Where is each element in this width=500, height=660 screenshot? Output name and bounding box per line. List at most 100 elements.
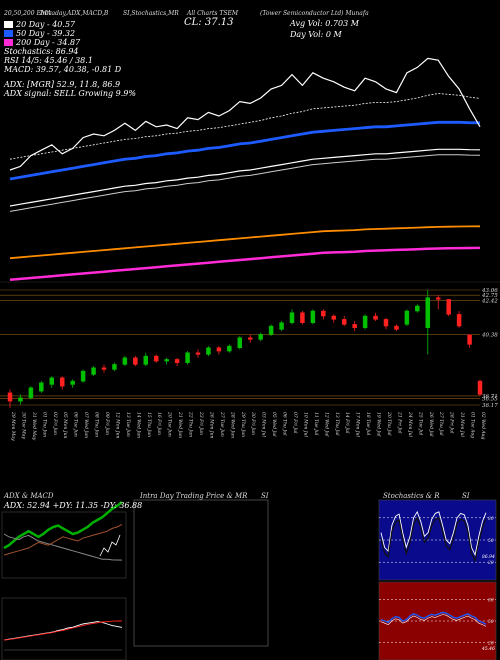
adx-text: ADX: [MGR] 52.9, 11.8, 86.9 [4, 80, 121, 89]
candle-body [59, 377, 65, 387]
intraday-panel-title: Intra Day Trading Price & MR [140, 492, 248, 500]
candle-body [143, 355, 149, 365]
date-label: 08 Thu Jun [94, 412, 100, 437]
date-label: 10 Mon Jul [302, 412, 308, 438]
ema-info-block: 20 Day - 40.57 50 Day - 39.32 200 Day - … [4, 20, 136, 98]
candle-body [383, 319, 389, 327]
candle-body [247, 337, 253, 340]
rsi-last-value: 45.46 [481, 646, 495, 652]
date-label: 29 Thu Jun [240, 411, 246, 437]
price-level-label: 36.55 [482, 397, 498, 403]
adx-series-line [3, 500, 123, 550]
ema200-line [9, 225, 481, 260]
ema200-legend: 200 Day - 34.87 [4, 38, 136, 47]
day-volume: Day Vol: 0 M [290, 30, 342, 39]
candle-body [415, 305, 420, 312]
date-label: 11 Tue Jul [313, 412, 319, 436]
date-label: 07 Fri Jul [292, 412, 298, 434]
date-label: 09 Fri Jun [104, 412, 110, 435]
candle-body [227, 345, 232, 352]
candle-body [7, 392, 13, 402]
date-label: 20 Thu Jul [386, 411, 392, 436]
date-label: 26 Wed Jul [428, 411, 434, 437]
stoch-k-line [380, 510, 487, 557]
candle-body [362, 315, 368, 328]
price-line [9, 57, 481, 171]
rsi-tick-label: 20 [487, 641, 494, 647]
candle-body [435, 297, 441, 300]
rsi-tick-label: 50 [488, 619, 494, 625]
date-label: 02 Wed Aug [480, 412, 486, 440]
stoch-tick-label: 80 [488, 516, 494, 522]
intraday-si-label: SI [261, 492, 269, 500]
candle-body [195, 352, 201, 355]
date-label: 19 Wed Jul [376, 412, 382, 437]
date-label: 27 Tue Jun [219, 411, 225, 437]
date-label: 05 Mon Jun [62, 412, 68, 439]
intraday-panel [133, 499, 269, 647]
date-label: 14 Fri Jul [344, 412, 350, 434]
candle-body [18, 397, 23, 402]
candle-body [49, 377, 55, 385]
candle-body [237, 337, 243, 349]
header-links[interactable]: Intraday,ADX,MACD,B [40, 10, 109, 17]
rsi-text: RSI 14/5: 45.46 / 38.1 [4, 56, 93, 65]
candle-body [91, 367, 96, 375]
adx-values: ADX: 52.94 +DY: 11.35 -DY: 36.88 [4, 501, 143, 510]
candle-body [352, 324, 357, 328]
stoch-si-label: SI [462, 492, 470, 500]
candle-body [373, 315, 378, 320]
date-label: 06 Tue Jun [73, 412, 79, 437]
price-level-label: 42.42 [481, 299, 498, 305]
date-label: 28 Wed Jun [229, 411, 235, 438]
candle-body [28, 387, 34, 399]
date-label: 13 Tue Jun [125, 412, 131, 437]
ema50-band-upper [9, 148, 481, 207]
date-label: 05 Wed Jul [271, 412, 277, 437]
candle-body [80, 370, 86, 382]
date-label: 24 Mon Jul [407, 411, 413, 438]
candle-body [446, 299, 451, 315]
date-label: 21 Fri Jul [396, 411, 402, 434]
candle-body [206, 347, 211, 355]
date-label: 27 Thu Jul [438, 411, 444, 436]
date-label: 28 Fri Jul [449, 411, 455, 434]
date-label: 29 Mon May [10, 411, 16, 441]
ema50-swatch [4, 30, 13, 37]
stoch-tick-label: 50 [488, 538, 494, 544]
macd-series-line [3, 620, 122, 641]
ema20-legend: 20 Day - 40.57 [4, 20, 136, 29]
candle-body [310, 310, 316, 323]
ema20-line [9, 93, 481, 160]
candle-body [425, 297, 431, 328]
header-all-charts[interactable]: All Charts TSEM [187, 10, 239, 17]
candle-body [216, 347, 222, 352]
stochastics-text: Stochastics: 86.94 [4, 47, 79, 56]
date-label: 31 Wed May [31, 412, 37, 441]
date-label: 26 Mon Jun [208, 411, 214, 439]
date-label: 30 Tue May [20, 412, 26, 439]
date-label: 13 Thu Jul [334, 412, 340, 436]
ema200-swatch [4, 39, 13, 46]
stoch-tick-label: 20 [487, 560, 494, 566]
ema20-text: 20 Day - 40.57 [16, 20, 76, 29]
rsi-signal-line [380, 614, 487, 627]
price-level-label: 36.17 [482, 403, 498, 409]
header-si-links[interactable]: SI,Stochastics,MR [123, 10, 179, 17]
candle-body [164, 359, 169, 362]
rsi-line [380, 611, 487, 625]
adx-signal-text: ADX signal: SELL Growing 9.9% [4, 89, 136, 98]
header-ema-label: 20,50,200 EMA [4, 10, 52, 17]
date-label: 31 Mon Jul [459, 412, 465, 438]
ema50-text: 50 Day - 39.32 [16, 29, 76, 38]
candle-body [300, 312, 305, 323]
price-level-label: 40.38 [481, 333, 498, 339]
candle-body [258, 334, 263, 340]
candle-body [394, 325, 399, 330]
header-company: (Tower Semiconductor Ltd) Munafa [260, 10, 369, 17]
candle-body [101, 367, 107, 370]
ema50-band-lower [9, 154, 481, 212]
date-label: 22 Thu Jun [188, 411, 194, 437]
avg-volume: Avg Vol: 0.703 M [290, 19, 359, 28]
